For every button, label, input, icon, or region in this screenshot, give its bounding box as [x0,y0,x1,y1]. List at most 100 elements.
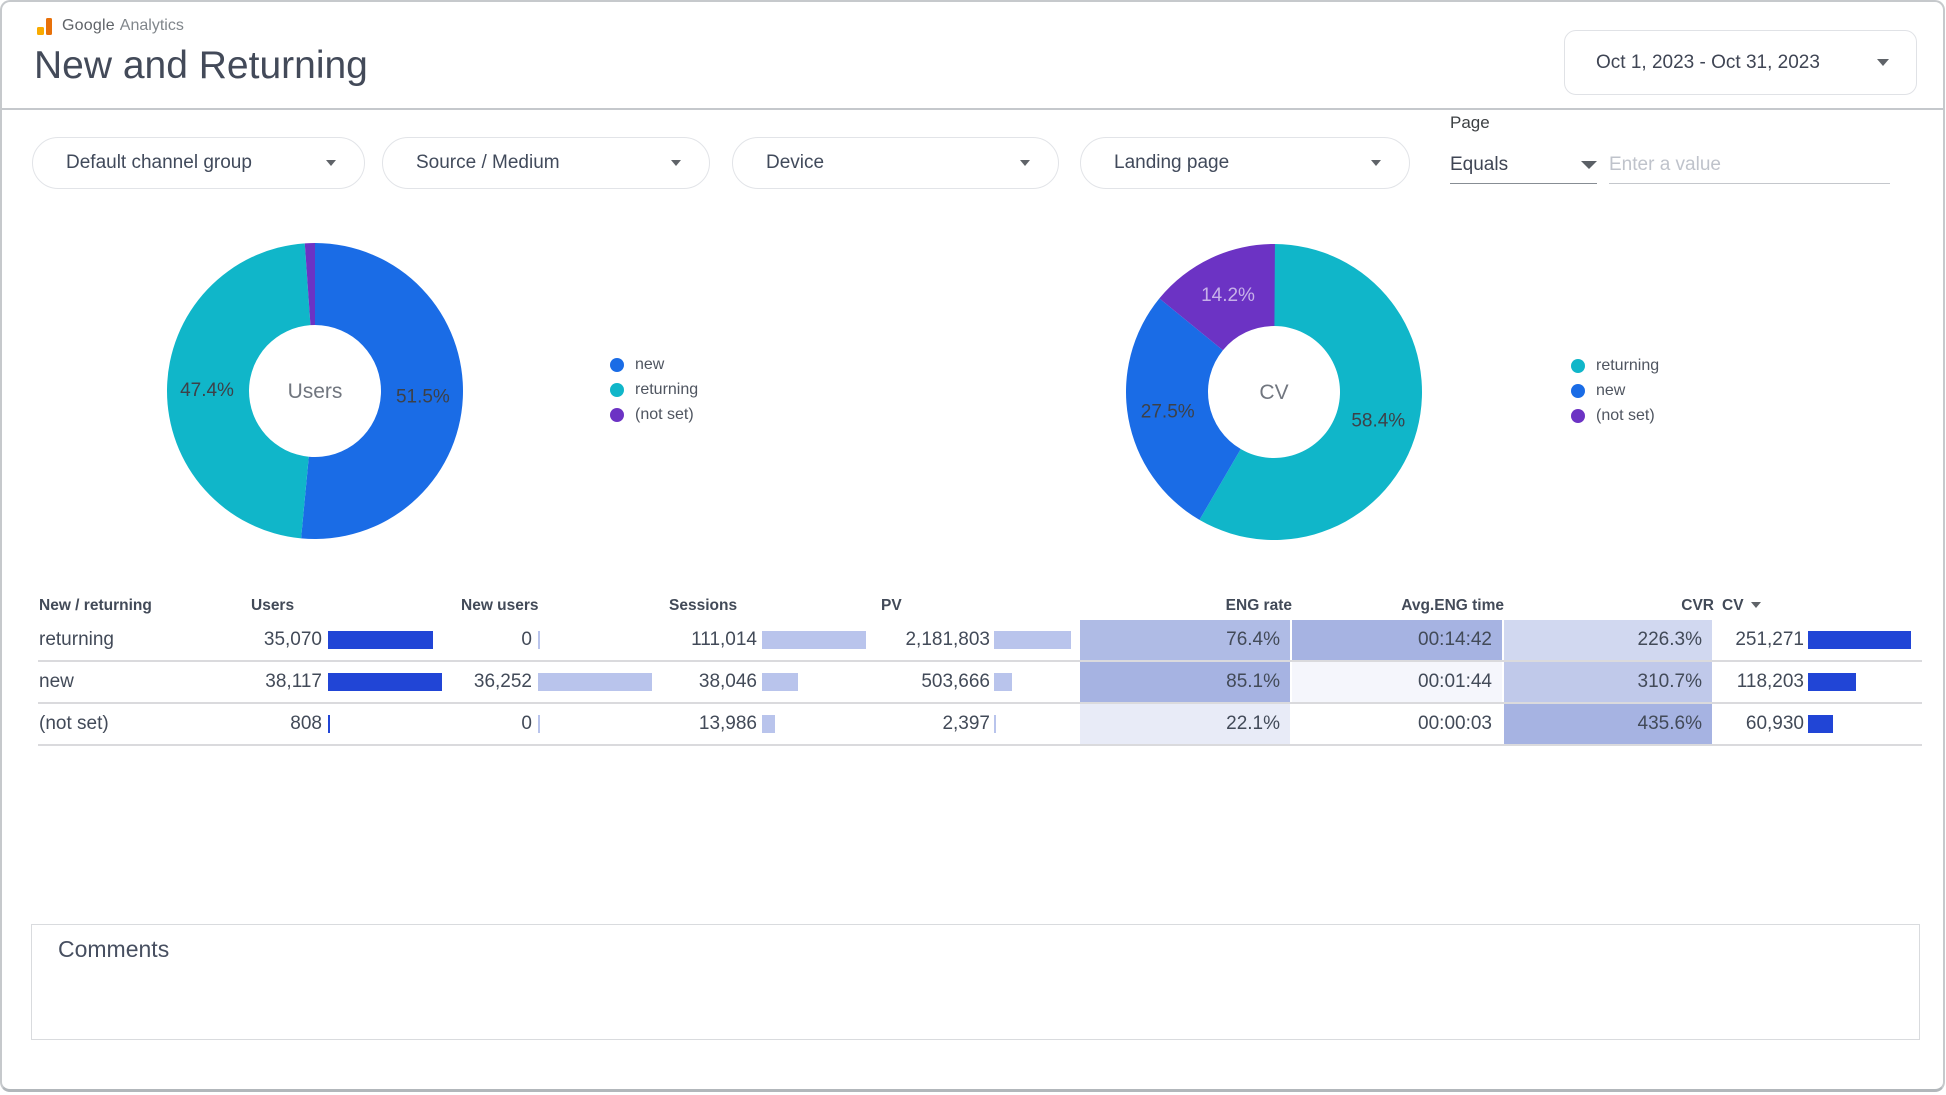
page-filter-label: Page [1450,113,1490,132]
chevron-down-icon [1877,59,1889,66]
cv-donut-chart: 58.4% 27.5% 14.2% CV [1126,244,1422,540]
google-analytics-icon [37,17,54,35]
heatmap-cell-avg_eng_time: 00:14:42 [1292,620,1502,660]
filter-label: Device [766,152,825,173]
date-range-select[interactable]: Oct 1, 2023 - Oct 31, 2023 [1564,30,1917,95]
cell-value-sessions: 38,046 [698,671,757,692]
legend-item: (not set) [1571,403,1659,428]
cell-value-users: 808 [290,713,322,734]
legend-dot-icon [1571,383,1585,398]
cell-value-pv: 503,666 [921,671,990,692]
users-chart-legend: new returning (not set) [610,352,698,427]
donut-center-label: CV [1259,381,1288,404]
table-row-returning: returning 35,070 0 111,014 2,181,803 76.4% 00:… [38,620,1922,662]
column-header-cv[interactable]: CV [1722,592,1761,620]
legend-label: returning [635,380,699,398]
data-bar-cv [1808,715,1833,733]
cell-value-cv: 251,271 [1735,629,1804,650]
page-filter-operator-value: Equals [1450,153,1509,175]
heatmap-cell-eng_rate: 76.4% [1080,620,1290,660]
column-header-avg_eng_time[interactable]: Avg.ENG time [1401,597,1504,614]
column-header-cvr[interactable]: CVR [1681,597,1714,614]
cell-value-avg_eng_time: 00:14:42 [1418,629,1492,650]
slice-percent-label: 27.5% [1141,402,1195,423]
row-label: (not set) [39,713,109,734]
table-row-notset: (not set) 808 0 13,986 2,397 22.1% 00:00:03 435… [38,704,1922,746]
page-filter-value-input[interactable]: Enter a value [1609,146,1890,184]
chevron-down-icon [1581,160,1597,169]
page-title: New and Returning [34,44,368,87]
chevron-down-icon [326,160,336,166]
data-bar-sessions [762,715,776,733]
cell-value-sessions: 13,986 [698,713,757,734]
cell-value-users: 38,117 [265,671,322,692]
cell-value-eng_rate: 85.1% [1226,671,1280,692]
column-header-pv[interactable]: PV [881,597,902,614]
heatmap-cell-eng_rate: 85.1% [1080,662,1290,702]
cv-chart-legend: returning new (not set) [1571,353,1659,428]
donut-slice-returning [166,243,311,539]
data-bar-sessions [762,673,798,691]
cell-value-avg_eng_time: 00:01:44 [1418,671,1492,692]
column-header-sessions[interactable]: Sessions [669,597,738,614]
google-analytics-logo: Google Analytics [37,16,184,36]
users-donut-chart: 51.5% 47.4% Users [166,243,463,539]
sort-descending-icon [1750,602,1761,608]
cell-value-cvr: 226.3% [1637,629,1702,650]
data-bar-users [328,673,442,691]
filter-source-medium[interactable]: Source / Medium [382,137,710,189]
heatmap-cell-cvr: 226.3% [1504,620,1712,660]
cell-value-pv: 2,397 [942,713,990,734]
slice-percent-label: 58.4% [1351,411,1405,432]
legend-label: new [1596,381,1626,399]
cell-value-sessions: 111,014 [691,629,757,650]
heatmap-cell-eng_rate: 22.1% [1080,704,1290,744]
column-header-eng_rate[interactable]: ENG rate [1225,597,1292,614]
filter-label: Source / Medium [416,152,560,173]
data-bar-users [328,631,433,649]
legend-dot-icon [610,407,624,422]
filter-default-channel-group[interactable]: Default channel group [32,137,365,189]
comments-box[interactable]: Comments [31,924,1920,1040]
donut-slice-returning [1199,244,1422,540]
data-bar-pv [994,631,1071,649]
slice-percent-label: 47.4% [180,380,234,401]
logo-product-text: Analytics [119,17,184,34]
data-bar-new_users [538,673,652,691]
cell-value-new_users: 0 [521,713,532,734]
page-filter-operator-select[interactable]: Equals [1450,146,1597,184]
filter-device[interactable]: Device [732,137,1059,189]
data-bar-pv [994,715,996,733]
slice-percent-label: 14.2% [1201,285,1255,306]
donut-slice-new [301,243,463,539]
cell-value-eng_rate: 22.1% [1226,713,1280,734]
filter-landing-page[interactable]: Landing page [1080,137,1410,189]
legend-item: new [1571,378,1659,403]
logo-brand-text: Google [62,17,115,34]
legend-dot-icon [610,382,624,397]
column-header-label[interactable]: New / returning [39,597,152,614]
legend-label: (not set) [635,405,694,423]
page-filter-placeholder: Enter a value [1609,153,1721,175]
legend-item: returning [610,377,698,402]
donut-slice-new [1126,298,1241,520]
cell-value-cv: 118,203 [1736,671,1804,692]
filter-label: Default channel group [66,152,252,173]
data-bar-pv [994,673,1012,691]
cell-value-cvr: 310.7% [1637,671,1702,692]
heatmap-cell-cvr: 310.7% [1504,662,1712,702]
heatmap-cell-avg_eng_time: 00:00:03 [1292,704,1502,744]
column-header-users[interactable]: Users [251,597,295,614]
column-header-new_users[interactable]: New users [461,597,539,614]
row-label: new [39,671,74,692]
cell-value-pv: 2,181,803 [905,629,990,650]
legend-item: new [610,352,698,377]
legend-label: returning [1596,356,1660,374]
data-bar-cv [1808,631,1911,649]
donut-slice-notset [304,243,315,326]
data-bar-cv [1808,673,1857,691]
data-bar-new_users [538,715,540,733]
heatmap-cell-cvr: 435.6% [1504,704,1712,744]
date-range-value: Oct 1, 2023 - Oct 31, 2023 [1596,51,1820,73]
heatmap-cell-avg_eng_time: 00:01:44 [1292,662,1502,702]
